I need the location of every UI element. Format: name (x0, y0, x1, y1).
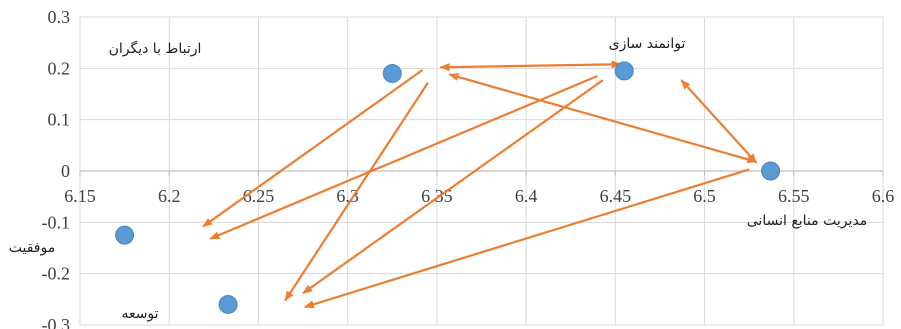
y-tick-label: -0.3 (42, 315, 71, 329)
relation-arrow (202, 68, 424, 228)
y-tick-label: -0.2 (42, 264, 71, 284)
point-label-hrm: مدیریت منابع انسانی (747, 213, 867, 229)
data-points (115, 61, 781, 314)
y-tick-label: -0.1 (42, 212, 71, 232)
relation-arrow (448, 73, 758, 164)
relation-arrow (302, 79, 604, 295)
x-tick-label: 6.35 (421, 186, 453, 206)
relation-arrow (439, 60, 622, 72)
relation-arrow (209, 75, 598, 240)
x-tick-label: 6.6 (872, 186, 895, 206)
x-tick-label: 6.25 (243, 186, 275, 206)
relation-arrow (284, 82, 429, 302)
x-tick-label: 6.5 (693, 186, 716, 206)
y-tick-label: 0.2 (48, 58, 71, 78)
y-tick-label: 0.3 (48, 7, 71, 27)
point-success (115, 225, 135, 245)
x-tick-label: 6.55 (778, 186, 810, 206)
point-hrm (761, 161, 781, 181)
point-development (218, 294, 238, 314)
x-tick-label: 6.15 (64, 186, 96, 206)
x-tick-label: 6.4 (515, 186, 538, 206)
point-label-development: توسعه (121, 306, 158, 322)
point-labels: ارتباط با دیگران توانمند سازی مدیریت منابع… (9, 36, 867, 322)
x-tick-label: 6.45 (600, 186, 632, 206)
point-empowerment (614, 61, 634, 81)
x-tick-label: 6.3 (336, 186, 359, 206)
point-label-success: موفقیت (9, 240, 55, 256)
x-tick-label: 6.2 (158, 186, 181, 206)
relation-arrow (303, 168, 750, 309)
point-label-empowerment: توانمند سازی (609, 36, 686, 52)
point-relations (382, 63, 402, 83)
y-tick-label: 0.1 (48, 110, 71, 130)
point-label-relations: ارتباط با دیگران (109, 40, 202, 57)
axes: 6.15 6.2 6.25 6.3 6.35 6.4 6.45 6.5 6.55 6.6 0.3 0.… (42, 7, 895, 329)
arrows (202, 60, 758, 309)
y-tick-label: 0 (61, 161, 70, 181)
